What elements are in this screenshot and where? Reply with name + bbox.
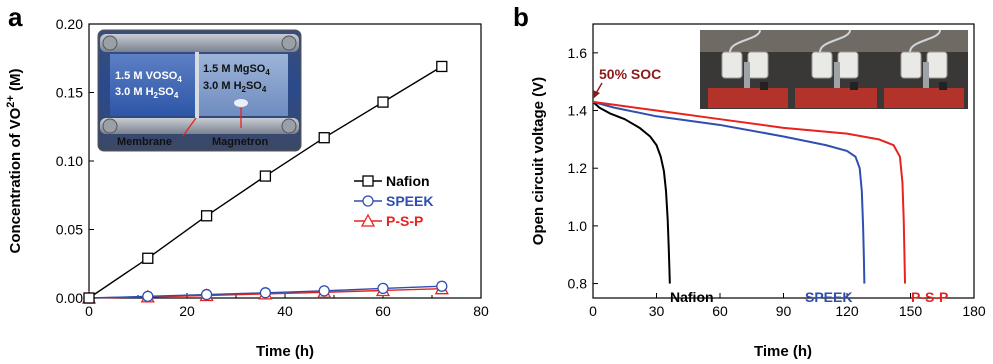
y-tick-label-a: 0.10	[56, 153, 83, 169]
x-tick-label-b: 60	[712, 303, 728, 319]
voltage-curve-nafion	[592, 101, 671, 284]
data-point-nafion	[436, 60, 448, 73]
legend-label-nafion: Nafion	[386, 173, 430, 189]
x-tick-label-a: 0	[85, 303, 93, 319]
inset-label-membrane: Membrane	[117, 136, 172, 148]
panel-letter-b: b	[513, 2, 529, 32]
x-tick-label-a: 40	[277, 303, 293, 319]
x-tick-label-a: 80	[473, 303, 489, 319]
x-tick-label-b: 180	[962, 303, 986, 319]
inset-right-line2: 3.0 M H2SO4	[203, 80, 267, 94]
legend-marker-nafion	[362, 175, 374, 187]
inset-left-line2: 3.0 M H2SO4	[115, 86, 179, 100]
y-tick-label-a: 0.00	[56, 290, 83, 306]
legend-marker-psp	[360, 213, 376, 227]
y-tick-label-b: 1.4	[568, 103, 588, 119]
y-tick-label-b: 0.8	[568, 276, 588, 292]
x-tick-label-a: 60	[375, 303, 391, 319]
panel-a: a 0 20 40 60 80 0.00 0.05 0.10 0.15 0.20 Concentr…	[5, 2, 489, 360]
inset-photo-a: 1.5 M VOSO4 3.0 M H2SO4 1.5 M MgSO4 3.0 …	[97, 29, 302, 152]
inset-right-line1: 1.5 M MgSO4	[203, 63, 270, 77]
end-label-psp: P-S-P	[911, 289, 948, 305]
data-point-speek	[200, 288, 213, 301]
y-tick-label-b: 1.6	[568, 45, 588, 61]
y-tick-label-a: 0.05	[56, 222, 83, 238]
series-a	[81, 60, 449, 304]
y-axis-title-a: Concentration of VO2+ (M)	[5, 68, 24, 253]
data-point-speek	[142, 290, 154, 303]
x-axis-title-a: Time (h)	[256, 343, 314, 360]
data-point-speek	[318, 285, 330, 297]
data-point-nafion	[142, 252, 154, 264]
data-point-speek	[259, 287, 272, 299]
panel-b: b 0 30 60 90 120 150 180 0.8 1.0 1.2 1.4 1.6 Open c…	[513, 2, 986, 360]
soc-arrowhead	[593, 90, 600, 99]
inset-photo-b	[700, 29, 968, 109]
end-label-speek: SPEEK	[805, 289, 852, 305]
y-tick-label-a: 0.15	[56, 85, 83, 101]
soc-annotation: 50% SOC	[599, 66, 661, 82]
legend-label-psp: P-S-P	[386, 213, 423, 229]
y-tick-label-a: 0.20	[56, 16, 83, 32]
x-tick-label-b: 30	[649, 303, 665, 319]
legend-marker-speek	[362, 195, 374, 207]
x-axis-title-b: Time (h)	[754, 343, 812, 360]
data-point-speek	[436, 280, 448, 292]
x-tick-label-b: 120	[835, 303, 859, 319]
panel-letter-a: a	[8, 2, 23, 32]
y-tick-label-b: 1.0	[568, 218, 588, 234]
end-label-nafion: Nafion	[670, 289, 714, 305]
legend-label-speek: SPEEK	[386, 193, 433, 209]
legend-a: Nafion SPEEK P-S-P	[354, 173, 433, 229]
x-tick-label-a: 20	[179, 303, 195, 319]
legend-item-nafion: Nafion	[354, 173, 430, 189]
voltage-curve-psp	[592, 100, 906, 284]
axis-ticks-a: 0 20 40 60 80 0.00 0.05 0.10 0.15 0.20	[56, 16, 489, 319]
inset-label-magnetron: Magnetron	[212, 136, 269, 148]
axis-ticks-b: 0 30 60 90 120 150 180 0.8 1.0 1.2 1.4 1.6	[568, 45, 986, 319]
inset-arrow-membrane	[182, 117, 197, 137]
y-axis-title-b: Open circuit voltage (V)	[530, 77, 547, 245]
data-point-nafion	[83, 292, 95, 304]
x-tick-label-b: 150	[899, 303, 923, 319]
data-point-nafion	[200, 210, 213, 222]
legend-item-psp: P-S-P	[354, 213, 423, 229]
legend-item-speek: SPEEK	[354, 193, 433, 209]
data-point-speek	[377, 282, 389, 295]
data-point-nafion	[318, 132, 330, 144]
x-tick-label-b: 90	[776, 303, 792, 319]
inset-left-line1: 1.5 M VOSO4	[115, 70, 182, 84]
x-tick-label-b: 0	[589, 303, 597, 319]
data-point-nafion	[377, 96, 389, 108]
series-b	[592, 100, 906, 284]
y-tick-label-b: 1.2	[568, 160, 588, 176]
voltage-curve-speek	[592, 100, 866, 284]
data-point-nafion	[259, 170, 272, 182]
